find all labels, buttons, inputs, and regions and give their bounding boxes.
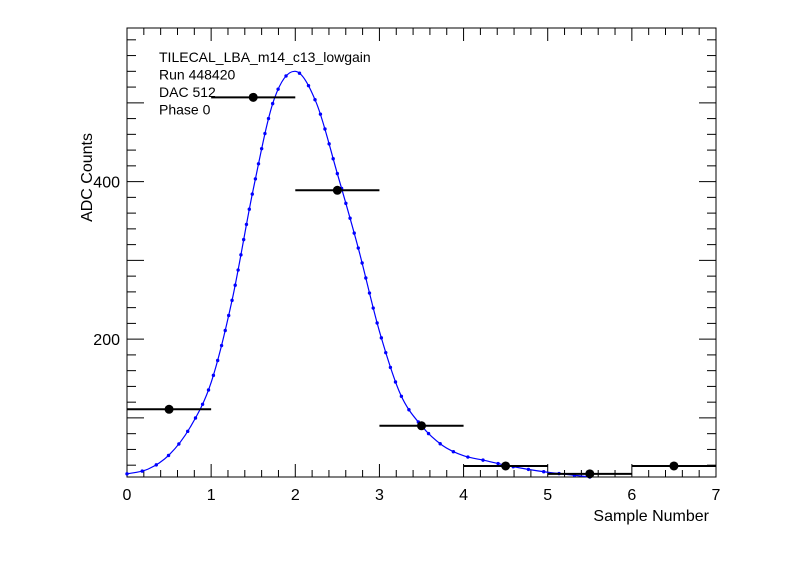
x-axis-label: Sample Number	[593, 508, 709, 525]
fit-marker	[244, 222, 249, 227]
fit-marker	[426, 431, 431, 436]
fit-marker	[375, 321, 379, 325]
fit-marker	[206, 388, 211, 392]
data-point	[332, 185, 342, 195]
fit-marker	[526, 467, 531, 472]
fit-marker	[364, 276, 368, 280]
x-tick-label: 2	[291, 487, 300, 504]
x-tick-label: 5	[543, 487, 552, 504]
data-point	[501, 461, 511, 471]
y-tick-label: 200	[93, 332, 120, 349]
fit-line	[126, 70, 590, 478]
fit-marker	[466, 455, 470, 459]
tick-labels: 0 1 2 3 4 5 6 7 200 400	[93, 175, 720, 504]
fit-marker	[451, 450, 456, 454]
fit-marker	[233, 283, 237, 287]
annotation-line: DAC 512	[159, 84, 216, 100]
fit-marker	[193, 416, 198, 420]
x-tick-label: 6	[627, 487, 636, 504]
fit-marker	[256, 162, 261, 166]
fit-marker	[344, 201, 348, 206]
fit-marker	[219, 343, 224, 348]
data-point	[248, 92, 258, 102]
fit-marker	[125, 472, 129, 476]
fit-marker	[360, 261, 364, 265]
annotation-block: TILECAL_LBA_m14_c13_lowgain Run 448420DAC…	[159, 49, 371, 118]
data-points	[127, 92, 716, 479]
fit-marker	[313, 97, 317, 102]
annotation-line: TILECAL_LBA_m14_c13_lowgain	[159, 49, 371, 65]
fit-marker	[166, 453, 171, 458]
fit-marker	[371, 306, 375, 310]
fit-marker	[266, 116, 271, 121]
fit-marker	[348, 216, 352, 220]
fit-marker	[211, 373, 216, 378]
fit-marker	[388, 365, 393, 370]
fit-marker	[223, 328, 227, 333]
fit-marker	[177, 442, 181, 446]
data-point	[669, 461, 679, 471]
x-tick-label: 0	[123, 487, 132, 504]
x-tick-label: 1	[207, 487, 216, 504]
fit-marker	[259, 146, 264, 151]
fit-marker	[323, 127, 327, 131]
fit-marker	[276, 87, 280, 91]
data-point	[164, 404, 174, 414]
fit-marker	[367, 291, 372, 295]
fit-marker	[250, 192, 254, 196]
fit-marker	[335, 171, 340, 176]
annotation-line: Phase 0	[159, 102, 211, 118]
fit-marker	[542, 470, 546, 474]
fit-curve	[125, 70, 592, 479]
fit-marker	[399, 394, 404, 398]
fit-marker	[140, 469, 144, 473]
fit-marker	[253, 177, 258, 181]
fit-marker	[241, 237, 246, 242]
fit-marker	[379, 336, 384, 340]
fit-marker	[327, 142, 331, 146]
fit-marker	[200, 402, 205, 406]
x-tick-label: 3	[375, 487, 384, 504]
fit-marker	[270, 101, 275, 106]
fit-marker	[407, 408, 411, 412]
fit-marker	[318, 112, 323, 116]
fit-marker	[356, 246, 360, 250]
fit-marker	[297, 71, 302, 75]
fit-marker	[306, 83, 311, 88]
x-tick-label: 7	[712, 487, 721, 504]
data-point	[585, 469, 595, 479]
fit-marker	[230, 298, 234, 303]
fit-marker	[154, 463, 158, 467]
y-axis-label: ADC Counts	[79, 133, 96, 222]
fit-marker	[284, 74, 288, 78]
x-tick-label: 4	[459, 487, 468, 504]
fit-marker	[186, 429, 190, 434]
fit-marker	[438, 442, 442, 446]
fit-marker	[215, 358, 220, 363]
fit-marker	[331, 157, 335, 161]
fit-marker	[263, 131, 267, 136]
fit-marker	[384, 350, 388, 355]
fit-marker	[393, 380, 398, 384]
fit-marker	[227, 313, 231, 318]
fit-marker	[481, 458, 485, 462]
annotation-line: Run 448420	[159, 67, 236, 83]
fit-marker	[236, 268, 240, 272]
fit-marker	[352, 231, 356, 235]
data-point	[417, 421, 426, 431]
fit-marker	[239, 253, 243, 257]
y-tick-label: 400	[93, 175, 120, 192]
plot-frame	[126, 27, 717, 478]
fit-marker	[247, 207, 251, 211]
fit-marker	[496, 461, 500, 466]
